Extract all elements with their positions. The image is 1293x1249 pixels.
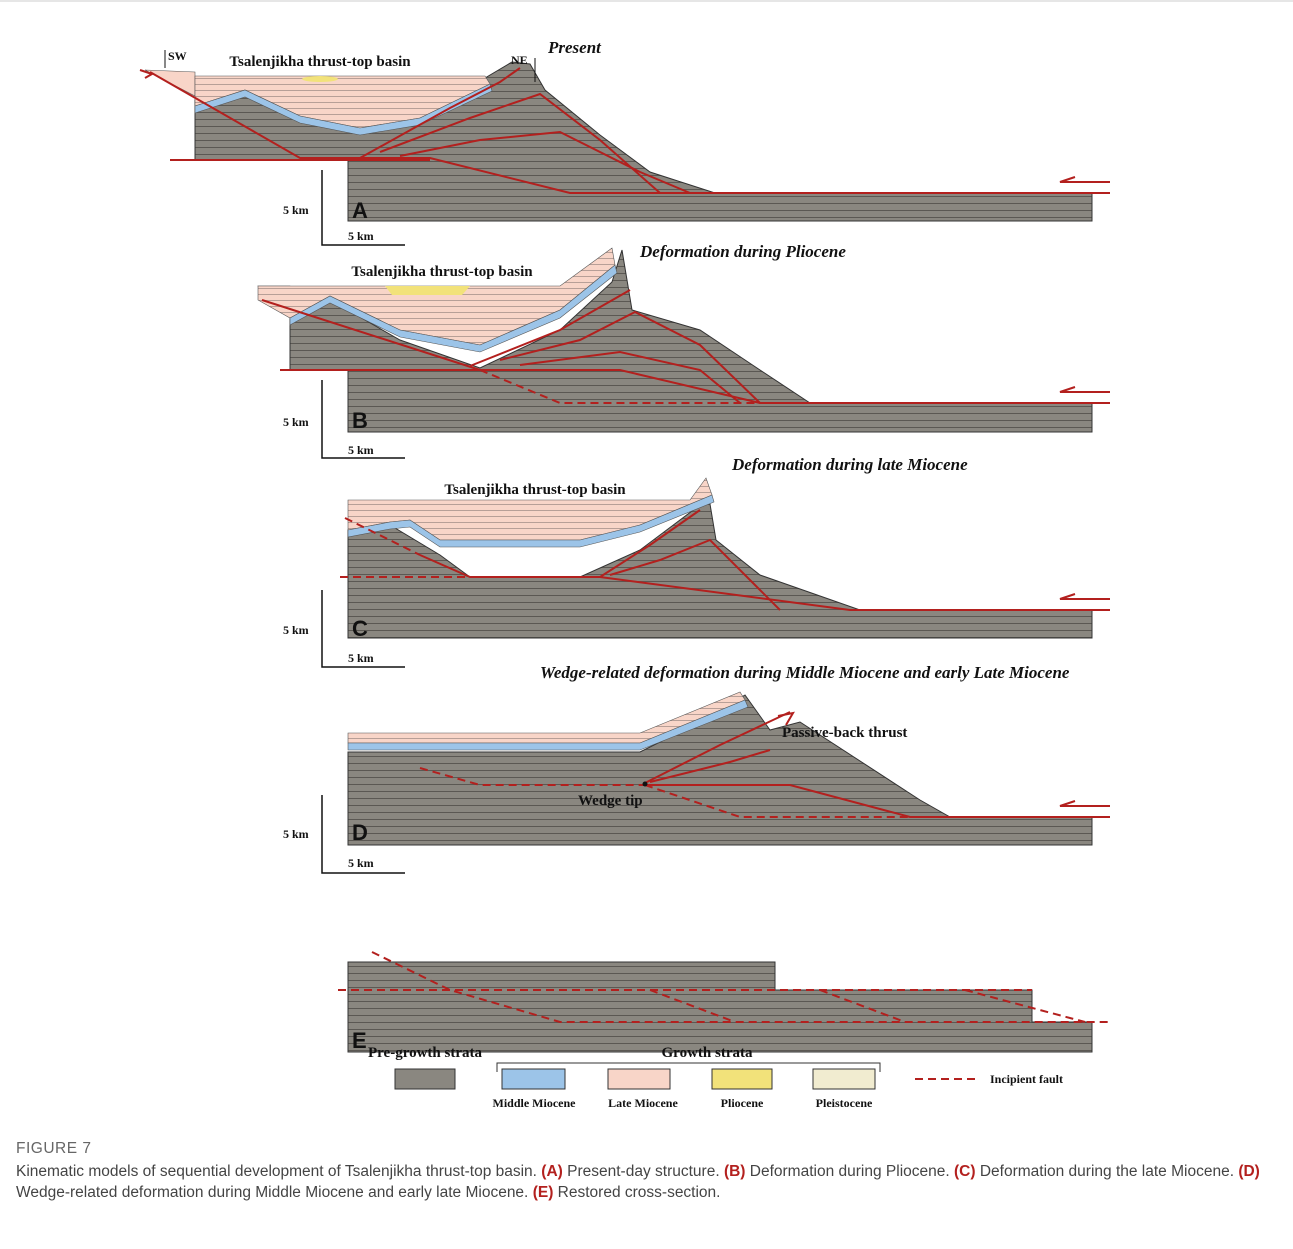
panel-letter: C	[352, 616, 368, 641]
pre-growth-strata	[348, 962, 1092, 1052]
arrow	[1060, 387, 1110, 392]
panel-e: E	[338, 952, 1110, 1053]
scale-label: 5 km	[348, 651, 374, 665]
legend-label: Incipient fault	[990, 1072, 1063, 1086]
basin-label: Tsalenjikha thrust-top basin	[229, 54, 411, 70]
arrow	[1060, 177, 1110, 182]
legend-swatch	[813, 1069, 875, 1089]
panel-title: Wedge-related deformation during Middle …	[540, 663, 1070, 682]
caption-text: Restored cross-section.	[558, 1184, 721, 1201]
scale-label: 5 km	[283, 415, 309, 429]
caption-ref: (A)	[541, 1163, 563, 1180]
caption-ref: (B)	[724, 1163, 746, 1180]
wedge-tip-point	[643, 782, 648, 787]
annotation: Wedge tip	[578, 793, 643, 809]
pliocene-strata	[385, 286, 470, 295]
legend-swatch	[502, 1069, 565, 1089]
panel-b: Tsalenjikha thrust-top basin Deformation…	[258, 242, 1110, 458]
arrow	[1060, 594, 1110, 599]
caption-text: Kinematic models of sequential developme…	[16, 1163, 537, 1180]
panel-d: Wedge-related deformation during Middle …	[283, 663, 1110, 873]
panel-letter: E	[352, 1028, 367, 1053]
scale-label: 5 km	[348, 856, 374, 870]
pliocene-strata	[302, 76, 338, 82]
scale-label: 5 km	[283, 203, 309, 217]
basin-label: Tsalenjikha thrust-top basin	[351, 264, 533, 280]
basin-label: Tsalenjikha thrust-top basin	[444, 482, 626, 498]
scale-label: 5 km	[283, 623, 309, 637]
panel-a: SW NE Tsalenjikha thrust-top basin Prese…	[140, 38, 1110, 245]
legend-label: Pleistocene	[816, 1096, 873, 1110]
panel-letter: B	[352, 408, 368, 433]
legend-label: Pre-growth strata	[368, 1045, 482, 1061]
figure-label: FIGURE 7	[16, 1138, 1278, 1159]
caption: FIGURE 7 Kinematic models of sequential …	[16, 1138, 1278, 1203]
caption-text: Deformation during the late Miocene.	[980, 1163, 1234, 1180]
page: SW NE Tsalenjikha thrust-top basin Prese…	[0, 0, 1293, 1249]
scale-label: 5 km	[348, 443, 374, 457]
panel-title: Deformation during late Miocene	[731, 455, 968, 474]
caption-text: Wedge-related deformation during Middle …	[16, 1184, 528, 1201]
legend-label: Growth strata	[662, 1045, 753, 1061]
scale-label: 5 km	[348, 229, 374, 243]
caption-text: Present-day structure.	[567, 1163, 719, 1180]
legend-label: Pliocene	[721, 1096, 764, 1110]
legend-swatch	[608, 1069, 670, 1089]
legend-swatch	[712, 1069, 772, 1089]
sw-label: SW	[168, 49, 187, 63]
ne-label: NE	[511, 53, 528, 67]
arrow	[778, 713, 793, 725]
legend-swatch	[395, 1069, 455, 1089]
caption-text: Deformation during Pliocene.	[750, 1163, 950, 1180]
caption-ref: (E)	[533, 1184, 554, 1201]
panel-letter: A	[352, 198, 368, 223]
panel-title: Present	[547, 38, 602, 57]
arrow	[1060, 801, 1110, 806]
panel-title: Deformation during Pliocene	[639, 242, 846, 261]
legend-label: Late Miocene	[608, 1096, 678, 1110]
legend: Pre-growth strata Growth strata Middle M…	[368, 1045, 1063, 1110]
scale-label: 5 km	[283, 827, 309, 841]
figure: SW NE Tsalenjikha thrust-top basin Prese…	[0, 0, 1293, 1130]
panel-c: Tsalenjikha thrust-top basin Deformation…	[283, 455, 1110, 667]
caption-ref: (C)	[954, 1163, 976, 1180]
annotation: Passive-back thrust	[782, 725, 907, 741]
panel-letter: D	[352, 820, 368, 845]
legend-label: Middle Miocene	[493, 1096, 577, 1110]
caption-ref: (D)	[1238, 1163, 1260, 1180]
